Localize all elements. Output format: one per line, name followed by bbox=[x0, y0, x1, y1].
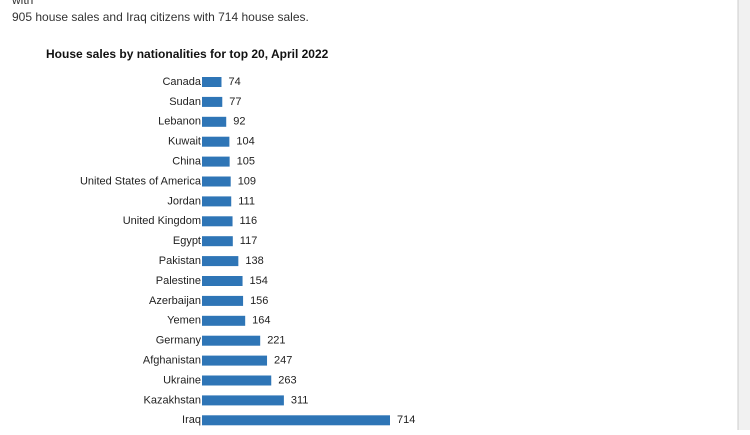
value-label: 111 bbox=[238, 195, 255, 207]
bar bbox=[202, 156, 230, 167]
value-label: 247 bbox=[274, 355, 292, 367]
value-label: 156 bbox=[250, 295, 268, 307]
bar bbox=[202, 196, 232, 207]
category-label: Canada bbox=[162, 76, 201, 88]
bar bbox=[202, 276, 243, 286]
bar bbox=[202, 236, 233, 247]
value-label: 311 bbox=[291, 394, 309, 406]
scrollbar bbox=[738, 0, 750, 430]
value-label: 138 bbox=[245, 255, 263, 267]
category-label: Jordan bbox=[167, 195, 201, 207]
bar bbox=[202, 395, 284, 406]
category-label: Kazakhstan bbox=[144, 394, 201, 406]
bar bbox=[202, 256, 239, 267]
value-label: 164 bbox=[252, 315, 270, 327]
value-label: 104 bbox=[236, 136, 254, 148]
value-label: 105 bbox=[237, 156, 255, 168]
bar bbox=[202, 335, 261, 346]
category-label: Palestine bbox=[156, 275, 201, 287]
intro-line: with bbox=[11, 0, 33, 7]
value-label: 116 bbox=[240, 215, 258, 227]
bar bbox=[202, 415, 390, 426]
bar bbox=[202, 77, 222, 87]
value-label: 714 bbox=[397, 414, 415, 426]
category-label: Sudan bbox=[169, 96, 201, 108]
value-label: 109 bbox=[238, 175, 256, 187]
category-label: Lebanon bbox=[158, 116, 201, 128]
value-label: 92 bbox=[233, 116, 245, 128]
bar bbox=[202, 355, 268, 366]
value-label: 154 bbox=[250, 275, 268, 287]
value-label: 77 bbox=[229, 96, 241, 108]
value-label: 221 bbox=[267, 335, 285, 347]
chart-title: House sales by nationalities for top 20,… bbox=[46, 47, 329, 61]
bar bbox=[202, 96, 223, 107]
bar bbox=[202, 216, 233, 227]
category-label: Azerbaijan bbox=[149, 295, 201, 307]
category-label: China bbox=[172, 156, 202, 168]
category-label: United Kingdom bbox=[123, 215, 201, 227]
value-label: 74 bbox=[228, 76, 240, 88]
category-label: Afghanistan bbox=[143, 355, 201, 367]
bar bbox=[202, 375, 272, 386]
bar bbox=[202, 315, 246, 326]
category-label: Egypt bbox=[173, 235, 201, 247]
category-label: Pakistan bbox=[159, 255, 201, 267]
category-label: Kuwait bbox=[168, 136, 201, 148]
bar bbox=[202, 176, 231, 187]
bar bbox=[202, 295, 244, 306]
value-label: 117 bbox=[240, 235, 258, 247]
category-label: Germany bbox=[156, 335, 202, 347]
intro-line: 905 house sales and Iraq citizens with 7… bbox=[12, 10, 309, 24]
bar bbox=[202, 116, 227, 127]
category-label: Iraq bbox=[182, 414, 201, 426]
category-label: United States of America bbox=[80, 175, 202, 187]
category-label: Yemen bbox=[167, 315, 201, 327]
category-label: Ukraine bbox=[163, 374, 201, 386]
bar bbox=[202, 136, 230, 147]
value-label: 263 bbox=[278, 374, 296, 386]
